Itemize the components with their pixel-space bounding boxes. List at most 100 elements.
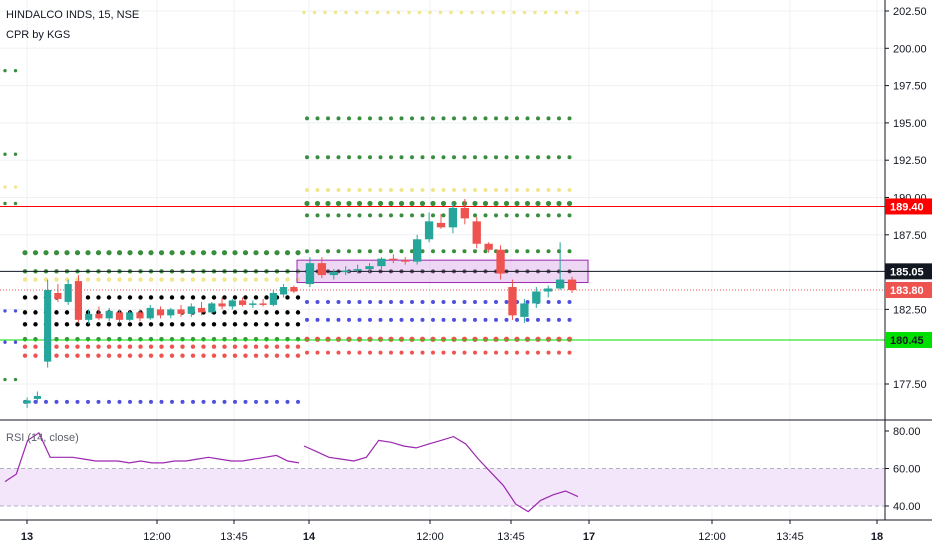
level-dot [431, 317, 435, 322]
level-dot [535, 336, 541, 342]
level-dot [452, 350, 456, 355]
level-dot [54, 277, 59, 282]
candle[interactable] [401, 260, 410, 262]
level-dot [389, 350, 393, 355]
level-dot [33, 322, 38, 327]
candle[interactable] [280, 287, 288, 295]
level-dot [117, 353, 122, 358]
level-dot [312, 10, 317, 15]
level-dot [356, 336, 363, 342]
indicator-title[interactable]: CPR by KGS [6, 29, 71, 41]
candle[interactable] [377, 258, 386, 267]
candle[interactable] [177, 309, 185, 314]
candle[interactable] [33, 395, 41, 399]
level-dot [170, 399, 174, 404]
candle[interactable] [544, 288, 553, 292]
candle[interactable] [532, 291, 541, 304]
level-dot [315, 317, 320, 322]
candle[interactable] [44, 290, 52, 362]
symbol-title[interactable]: HINDALCO INDS, 15, NSE [6, 9, 140, 21]
candle[interactable] [329, 272, 338, 276]
candle[interactable] [484, 243, 493, 250]
level-dot [378, 116, 383, 121]
candle[interactable] [290, 287, 298, 292]
price-tags: 189.40 185.05 183.80 180.45 [885, 198, 932, 348]
candle[interactable] [197, 307, 206, 313]
candle[interactable] [74, 281, 83, 320]
candle[interactable] [105, 310, 113, 319]
candle[interactable] [353, 269, 362, 271]
candle[interactable] [249, 303, 257, 305]
level-dot [389, 155, 393, 160]
candle[interactable] [341, 270, 350, 273]
candle[interactable] [228, 300, 236, 307]
candle[interactable] [448, 207, 458, 228]
level-dot [211, 250, 217, 256]
candle[interactable] [508, 287, 517, 316]
candle[interactable] [146, 307, 154, 319]
candle[interactable] [95, 313, 103, 319]
candle[interactable] [567, 279, 577, 291]
candles[interactable] [23, 198, 577, 408]
level-dot [398, 200, 405, 207]
time-axis[interactable]: 13 12:00 13:45 14 12:00 13:45 17 12:00 13:45 18 [21, 520, 883, 543]
level-dot [396, 10, 401, 15]
level-dot [557, 299, 561, 304]
level-dot [85, 337, 91, 342]
candle[interactable] [389, 258, 398, 261]
price-tag-185.05 [885, 263, 932, 280]
candle[interactable] [238, 300, 247, 305]
rsi-title[interactable]: RSI (14, close) [6, 432, 79, 444]
level-dot [431, 299, 435, 304]
level-dot [525, 116, 530, 121]
level-dot [315, 116, 320, 121]
time-tick-label: 13:45 [220, 531, 248, 543]
level-dot [127, 344, 133, 349]
candle[interactable] [187, 306, 195, 314]
level-dot [116, 250, 123, 256]
level-dot [336, 299, 341, 304]
level-dot [106, 353, 112, 358]
level-dot [117, 277, 122, 282]
candle[interactable] [54, 292, 62, 299]
level-dot [441, 249, 446, 254]
candle[interactable] [496, 249, 505, 274]
candle[interactable] [317, 263, 327, 276]
candle[interactable] [23, 400, 31, 404]
level-dot [54, 337, 59, 342]
level-dot [326, 317, 330, 322]
level-dot [347, 350, 351, 355]
candle[interactable] [85, 313, 93, 320]
candle[interactable] [365, 266, 374, 270]
candle[interactable] [167, 309, 175, 316]
level-dot [336, 213, 341, 218]
level-dot [378, 213, 383, 218]
level-dot [85, 353, 91, 358]
candle[interactable] [460, 207, 469, 219]
price-tick-label: 187.50 [893, 230, 927, 242]
candle[interactable] [64, 284, 72, 302]
candle[interactable] [218, 303, 226, 307]
level-dot [368, 116, 372, 121]
candle[interactable] [259, 303, 267, 305]
level-dot [522, 10, 527, 15]
candle[interactable] [126, 312, 134, 320]
level-dot [326, 350, 330, 355]
candle[interactable] [413, 239, 422, 262]
candle[interactable] [436, 222, 446, 228]
candle[interactable] [472, 221, 481, 244]
candle[interactable] [208, 303, 216, 313]
candle[interactable] [269, 292, 277, 305]
level-dot [473, 155, 477, 160]
candle[interactable] [136, 312, 144, 319]
candle[interactable] [520, 303, 529, 317]
candle[interactable] [115, 312, 124, 320]
level-dot [137, 250, 144, 256]
level-dot [285, 399, 290, 404]
candle[interactable] [156, 309, 165, 316]
candle[interactable] [305, 263, 315, 285]
candle[interactable] [555, 279, 565, 289]
candle[interactable] [424, 221, 434, 240]
level-dot [149, 399, 153, 404]
